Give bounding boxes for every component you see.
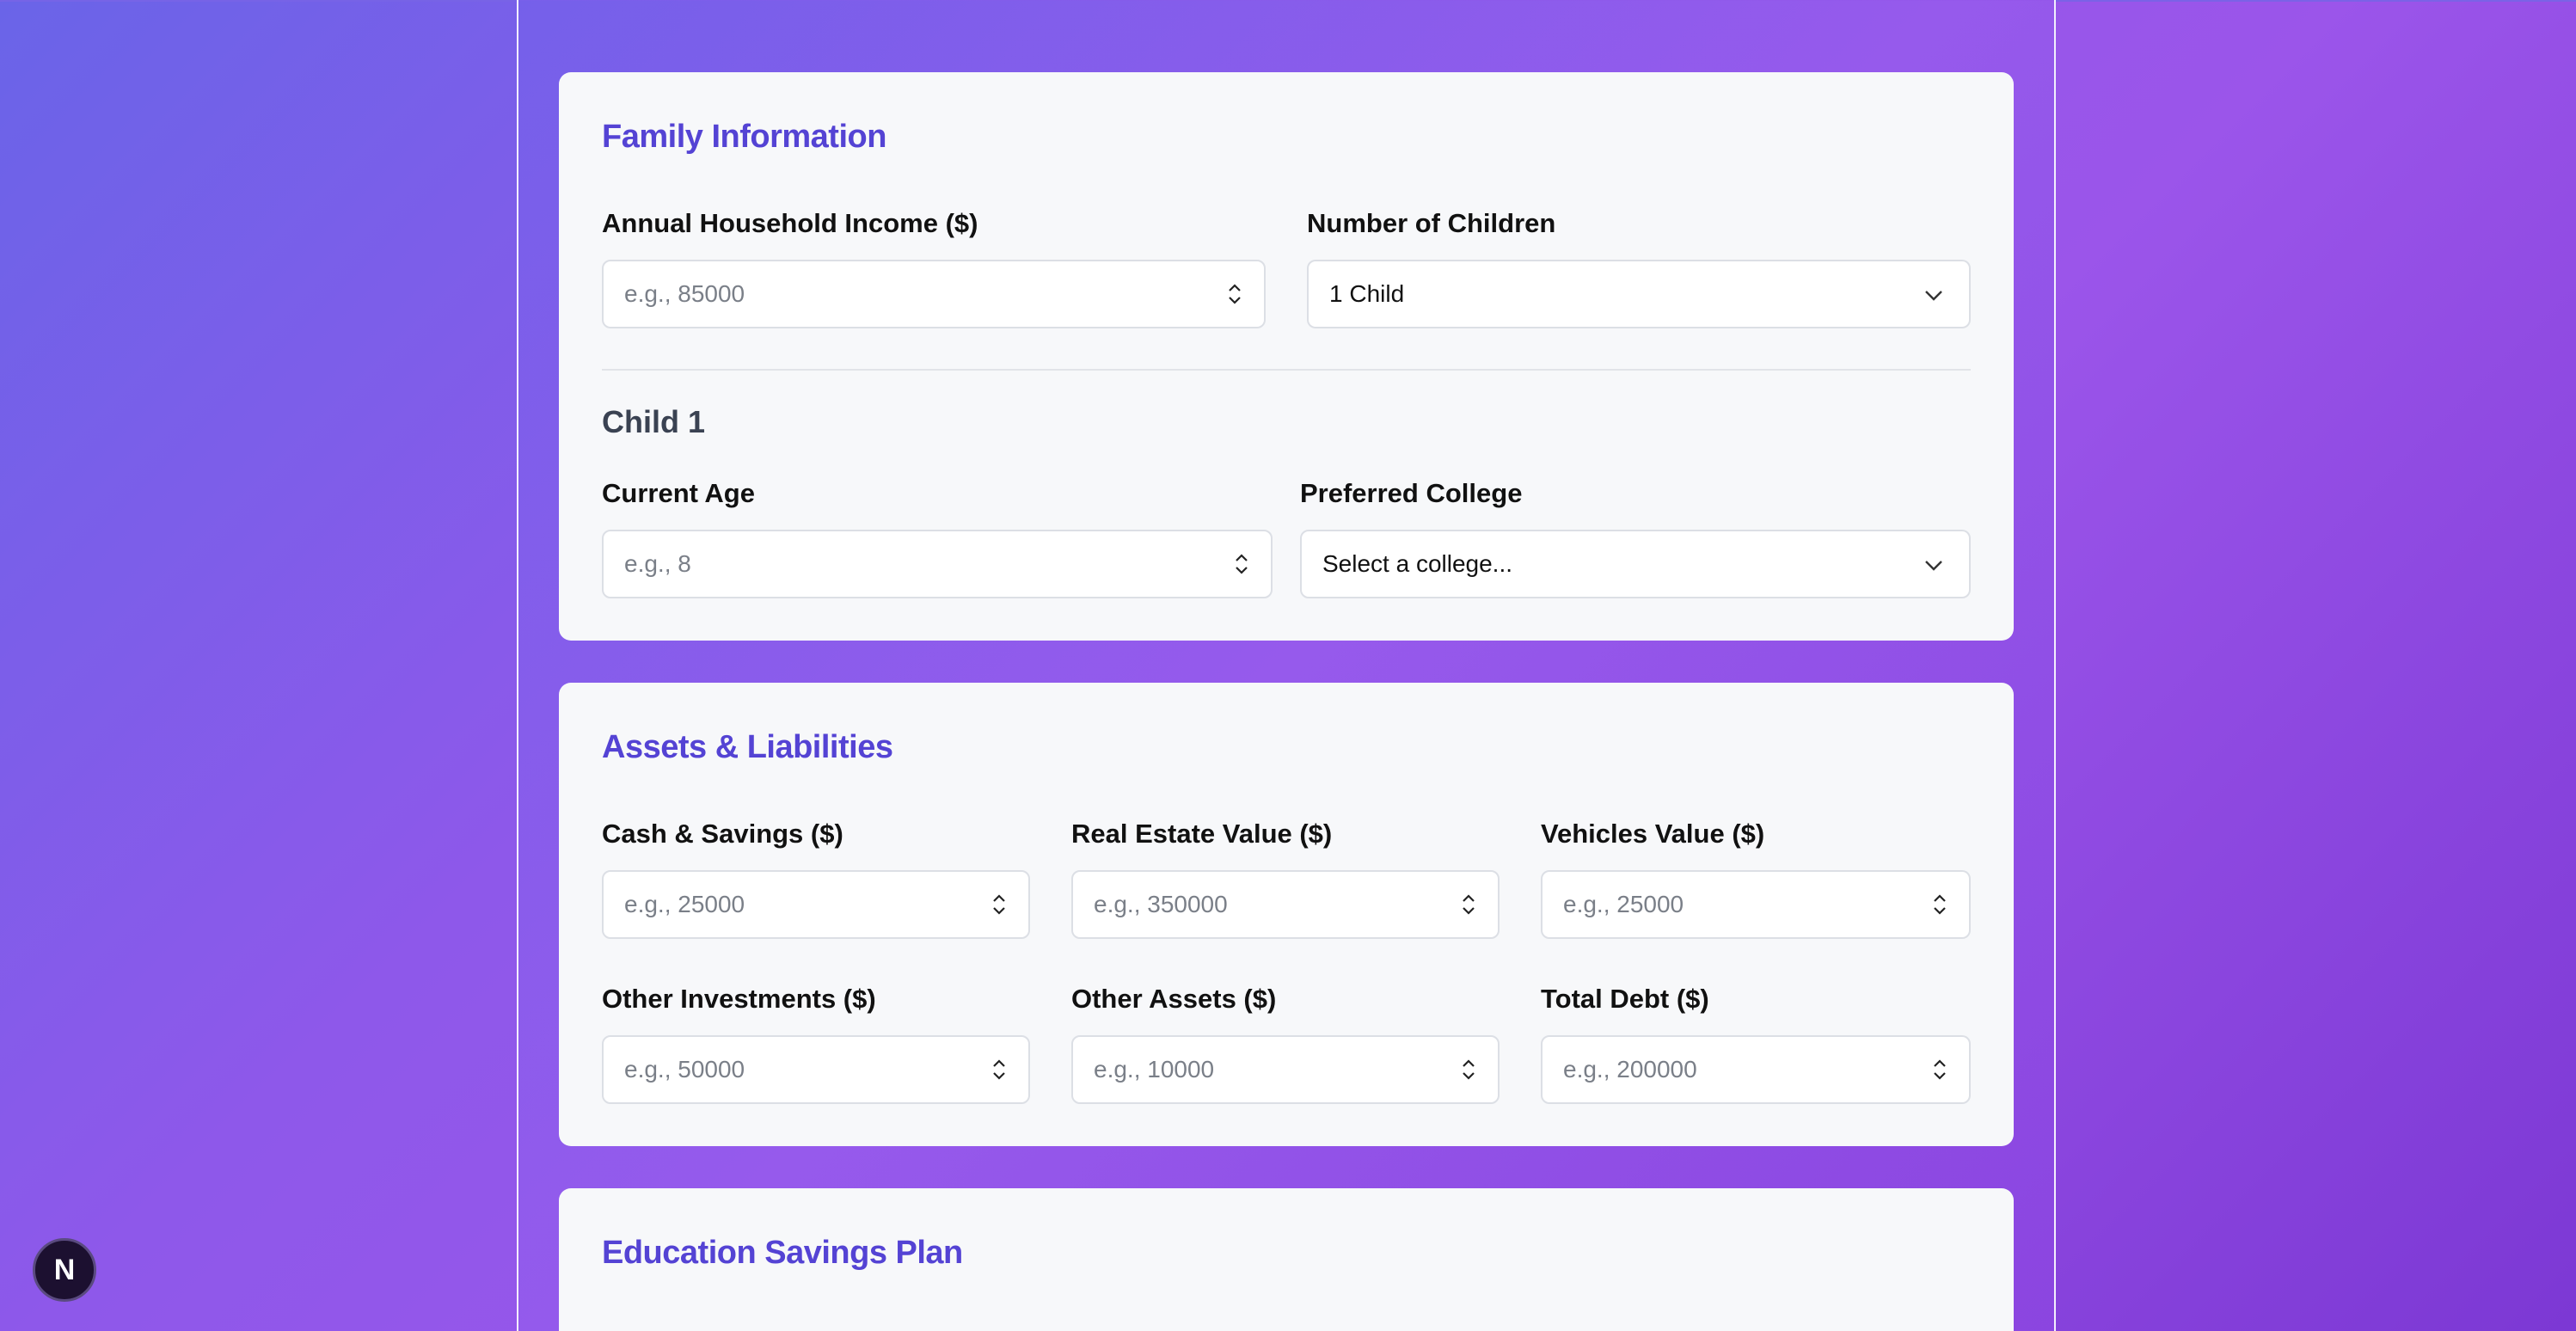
section-divider xyxy=(602,369,1971,371)
assets-liabilities-card: Assets & Liabilities Cash & Savings ($) … xyxy=(559,683,2014,1146)
other-assets-input[interactable]: e.g., 10000 xyxy=(1071,1035,1500,1104)
cash-savings-placeholder: e.g., 25000 xyxy=(624,891,745,917)
next-dev-badge[interactable]: N xyxy=(33,1238,96,1302)
income-label: Annual Household Income ($) xyxy=(602,208,978,238)
vehicles-input[interactable]: e.g., 25000 xyxy=(1541,870,1971,939)
family-information-card: Family Information Annual Household Inco… xyxy=(559,72,2014,641)
badge-letter: N xyxy=(53,1253,76,1286)
chevron-down-icon xyxy=(1924,550,1943,578)
other-investments-input[interactable]: e.g., 50000 xyxy=(602,1035,1030,1104)
chevron-down-icon xyxy=(1924,280,1943,308)
cash-savings-stepper-icon[interactable] xyxy=(991,890,1008,919)
vehicles-label: Vehicles Value ($) xyxy=(1541,819,1765,849)
family-information-title: Family Information xyxy=(602,119,886,155)
total-debt-stepper-icon[interactable] xyxy=(1931,1055,1948,1084)
other-investments-label: Other Investments ($) xyxy=(602,984,876,1014)
income-placeholder: e.g., 85000 xyxy=(624,280,745,307)
children-label: Number of Children xyxy=(1307,208,1556,238)
real-estate-placeholder: e.g., 350000 xyxy=(1094,891,1228,917)
other-assets-label: Other Assets ($) xyxy=(1071,984,1277,1014)
college-select[interactable]: Select a college... xyxy=(1300,530,1971,598)
vehicles-stepper-icon[interactable] xyxy=(1931,890,1948,919)
education-savings-card: Education Savings Plan xyxy=(559,1188,2014,1331)
cash-savings-label: Cash & Savings ($) xyxy=(602,819,843,849)
real-estate-stepper-icon[interactable] xyxy=(1460,890,1477,919)
assets-liabilities-title: Assets & Liabilities xyxy=(602,729,893,765)
age-label: Current Age xyxy=(602,478,755,508)
real-estate-input[interactable]: e.g., 350000 xyxy=(1071,870,1500,939)
education-savings-title: Education Savings Plan xyxy=(602,1235,963,1271)
total-debt-input[interactable]: e.g., 200000 xyxy=(1541,1035,1971,1104)
total-debt-label: Total Debt ($) xyxy=(1541,984,1709,1014)
children-value: 1 Child xyxy=(1329,280,1405,307)
child-1-heading: Child 1 xyxy=(602,404,706,439)
total-debt-placeholder: e.g., 200000 xyxy=(1563,1056,1697,1083)
age-stepper-icon[interactable] xyxy=(1233,549,1250,579)
other-investments-placeholder: e.g., 50000 xyxy=(624,1056,745,1083)
children-select[interactable]: 1 Child xyxy=(1307,260,1971,328)
age-input[interactable]: e.g., 8 xyxy=(602,530,1273,598)
college-label: Preferred College xyxy=(1300,478,1523,508)
vehicles-placeholder: e.g., 25000 xyxy=(1563,891,1684,917)
other-assets-placeholder: e.g., 10000 xyxy=(1094,1056,1215,1083)
age-placeholder: e.g., 8 xyxy=(624,550,691,577)
other-investments-stepper-icon[interactable] xyxy=(991,1055,1008,1084)
real-estate-label: Real Estate Value ($) xyxy=(1071,819,1333,849)
income-input[interactable]: e.g., 85000 xyxy=(602,260,1266,328)
college-value: Select a college... xyxy=(1322,550,1513,577)
cash-savings-input[interactable]: e.g., 25000 xyxy=(602,870,1030,939)
other-assets-stepper-icon[interactable] xyxy=(1460,1055,1477,1084)
income-stepper-icon[interactable] xyxy=(1226,279,1243,309)
